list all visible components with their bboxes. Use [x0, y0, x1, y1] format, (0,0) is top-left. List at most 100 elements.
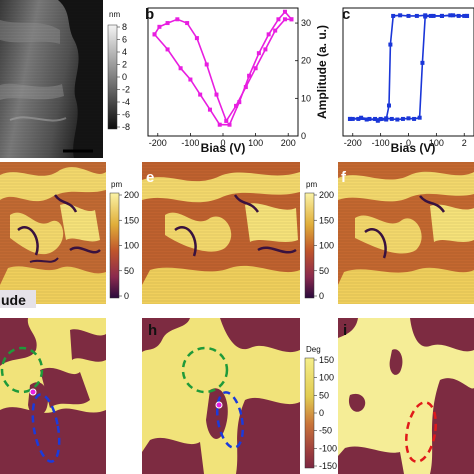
phase-colorbar-tick-label: 100 — [319, 373, 334, 383]
amp-colorbar-e-tick-label: 100 — [319, 241, 334, 251]
panel-b-xlabel: Bias (V) — [201, 141, 246, 155]
height-colorbar-tick-label: 8 — [122, 22, 127, 32]
panel-b-data-point — [224, 118, 229, 123]
phase-image-h: h — [142, 318, 300, 474]
panel-label-c: c — [342, 6, 350, 23]
height-colorbar-tick-label: -4 — [122, 97, 130, 107]
amp-unit-e: pm — [306, 180, 317, 189]
panel-b-data-point — [253, 66, 258, 71]
height-colorbar-tick-label: 4 — [122, 47, 127, 57]
panel-c-data-point — [417, 115, 422, 120]
panel-c-xtick-label: -200 — [344, 138, 362, 148]
panel-b-data-point — [175, 17, 180, 22]
panel-b-chart: b -200 -100 0 100 200 0 10 20 30 Bias (V) — [145, 6, 311, 155]
phase-unit: Deg — [306, 345, 321, 354]
panel-b-data-point — [185, 21, 190, 26]
panel-b-data-point — [276, 17, 281, 22]
panel-label-i: i — [343, 322, 347, 339]
panel-b-data-point — [198, 92, 203, 97]
panel-c-data-point — [431, 13, 436, 18]
panel-c-ylabel: Amplitude (a. u.) — [315, 25, 329, 119]
panel-label-h: h — [148, 322, 157, 339]
panel-c-data-point — [384, 117, 389, 122]
height-colorbar-tick-label: 0 — [122, 72, 127, 82]
panel-b-data-point — [227, 122, 232, 127]
amp-colorbar-e-tick-label: 0 — [319, 291, 324, 301]
panel-b-data-point — [266, 32, 271, 37]
panel-b-data-point — [282, 17, 287, 22]
panel-c-data-point — [414, 13, 419, 18]
height-colorbar-tick-label: 2 — [122, 60, 127, 70]
panel-c-xtick-label: 0 — [406, 138, 411, 148]
topography-image — [0, 0, 103, 158]
panel-c-data-point — [423, 13, 428, 18]
amplitude-image-e: e — [142, 162, 300, 304]
panel-c-data-point — [364, 117, 369, 122]
panel-c-data-point — [439, 13, 444, 18]
phase-colorbar-tick-label: 150 — [319, 355, 334, 365]
panel-c-data-point — [388, 42, 393, 47]
amp-colorbar-d-tick-label: 150 — [124, 215, 139, 225]
panel-b-series-0-line — [153, 10, 293, 126]
panel-c-data-point — [373, 116, 378, 121]
panel-b-data-point — [273, 28, 278, 33]
panel-c-series-0-line — [350, 14, 467, 121]
row-label-amplitude: ude — [1, 292, 26, 308]
phase-colorbar-tick-label: -50 — [319, 426, 332, 436]
panel-label-b: b — [145, 6, 154, 23]
amp-unit-d: pm — [111, 180, 122, 189]
panel-c-data-point — [406, 13, 411, 18]
panel-b-data-point — [214, 92, 219, 97]
panel-b-data-point — [217, 122, 222, 127]
panel-c-xtick-label: -100 — [372, 138, 390, 148]
panel-b-data-point — [247, 73, 252, 78]
phase-image-i: i — [338, 318, 474, 474]
panel-b-data-point — [237, 100, 242, 105]
amplitude-image-d — [0, 162, 106, 304]
panel-c-xtick-label: 100 — [429, 138, 444, 148]
panel-c-chart: c -200 -100 0 100 2 Amplitude (a. u.) Bias (… — [315, 6, 474, 155]
panel-b-xtick-label: 100 — [248, 138, 263, 148]
panel-b-data-point — [165, 47, 170, 52]
phase-image-g — [0, 318, 106, 474]
panel-c-data-point — [386, 103, 391, 108]
panel-c-data-point — [420, 60, 425, 65]
panel-c-series-1-line — [350, 14, 467, 122]
panel-b-series-1-line — [153, 18, 292, 123]
amplitude-image-f: f — [338, 162, 474, 304]
panel-label-f: f — [341, 169, 347, 186]
panel-c-data-point — [412, 116, 417, 121]
panel-b-data-point — [243, 85, 248, 90]
panel-c-data-point — [359, 115, 364, 120]
panel-c-data-point — [465, 13, 470, 18]
amp-colorbar-d-tick-label: 0 — [124, 291, 129, 301]
amp-colorbar-e-tick-label: 200 — [319, 190, 334, 200]
amp-colorbar-d-tick-label: 50 — [124, 266, 134, 276]
height-colorbar-tick-label: -2 — [122, 85, 130, 95]
height-colorbar-tick-label: -6 — [122, 110, 130, 120]
panel-c-data-point — [400, 116, 405, 121]
panel-b-xtick-label: -100 — [181, 138, 199, 148]
amp-colorbar-e-tick-label: 150 — [319, 215, 334, 225]
panel-b-xtick-label: 0 — [220, 138, 225, 148]
phase-colorbar-tick-label: -100 — [319, 443, 337, 453]
panel-c-data-point — [406, 116, 411, 121]
height-colorbar: nm 8 6 4 2 0 -2 -4 -6 -8 — [107, 10, 130, 132]
panel-c-data-point — [456, 13, 461, 18]
panel-b-xtick-label: -200 — [149, 138, 167, 148]
panel-c-data-point — [347, 116, 352, 121]
phase-colorbar-tick-label: 50 — [319, 390, 329, 400]
panel-b-data-point — [188, 77, 193, 82]
amplitude-colorbar-d: pm 200 150 100 50 0 — [109, 180, 139, 301]
panel-c-data-point — [350, 116, 355, 121]
height-colorbar-tick-label: 6 — [122, 35, 127, 45]
panel-b-ytick-label: 10 — [301, 93, 311, 103]
height-colorbar-tick-label: -8 — [122, 122, 130, 132]
panel-b-data-point — [152, 32, 157, 37]
panel-b-data-point — [157, 24, 162, 29]
panel-b-data-point — [256, 51, 261, 56]
panel-b-data-point — [207, 107, 212, 112]
panel-b-data-point — [178, 66, 183, 71]
panel-b-data-point — [263, 47, 268, 52]
